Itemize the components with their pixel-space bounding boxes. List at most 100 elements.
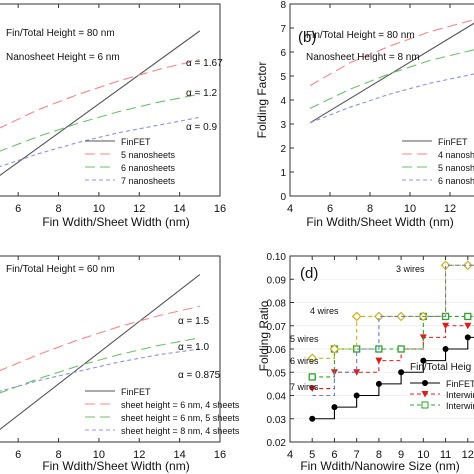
annotation: Nanosheet Height = 6 nm	[6, 52, 120, 63]
data-point	[353, 369, 361, 376]
x-tick-label: 14	[174, 449, 186, 461]
x-tick-label: 9	[398, 449, 404, 461]
x-tick-label: 7	[354, 449, 360, 461]
series-line	[0, 59, 200, 129]
series-line	[309, 22, 474, 124]
series-line	[0, 116, 200, 168]
x-tick-label: 11	[440, 449, 451, 461]
data-point	[462, 260, 473, 271]
data-point	[375, 357, 383, 365]
x-tick-label: 14	[174, 203, 186, 215]
series-line	[0, 337, 200, 394]
data-point	[464, 322, 472, 330]
x-tick-label: 10	[93, 449, 105, 461]
y-tick-label: 0.02	[267, 438, 287, 449]
x-tick-label: 6	[15, 449, 21, 461]
x-tick-label: 16	[214, 203, 226, 215]
data-point	[308, 385, 316, 393]
x-tick-label: 12	[444, 203, 456, 215]
x-axis-label: Fin Wdith/Sheet Width (nm)	[42, 459, 189, 473]
x-tick-label: 8	[376, 449, 382, 461]
y-axis-label: Folding Factor	[255, 62, 269, 139]
annotation: Fin/Total Height = 60 nm	[6, 264, 115, 275]
data-point	[396, 311, 406, 322]
series-line	[0, 93, 200, 152]
annotation: 3 wires	[396, 264, 425, 274]
y-tick-label: 0.09	[267, 275, 287, 286]
y-tick-label: 0.06	[267, 345, 287, 356]
data-point	[442, 322, 450, 330]
data-point	[351, 311, 362, 322]
series-line	[0, 348, 200, 392]
data-point	[308, 373, 316, 381]
data-point	[353, 392, 360, 399]
panel-title: (d)	[300, 265, 318, 282]
legend-label: FinFET	[121, 387, 151, 397]
x-tick-label: 16	[214, 449, 226, 461]
series-group	[0, 274, 201, 430]
series-group	[309, 19, 474, 124]
series-group	[0, 30, 201, 177]
x-tick-label: 5	[309, 449, 315, 461]
legend-label: 6 nanosheets	[121, 163, 176, 173]
annotation: 7 wires	[290, 382, 319, 392]
x-tick-label: 4	[287, 449, 293, 461]
y-tick-label: 3	[280, 120, 286, 131]
y-tick-label: 0	[280, 192, 286, 203]
x-tick-label: 6	[327, 203, 333, 215]
data-point	[464, 334, 471, 341]
x-tick-label: 6	[15, 203, 21, 215]
y-tick-label: 2	[280, 144, 286, 155]
annotation: α = 1.2	[186, 88, 218, 99]
y-tick-label: 0.08	[267, 299, 287, 310]
legend-label: sheet height = 8 nm, 4 sheets	[121, 426, 240, 436]
plot-frame	[0, 3, 221, 197]
x-axis-label: Fin Wdith/Sheet Width (nm)	[42, 215, 189, 229]
annotation: α = 0.9	[186, 122, 218, 133]
x-tick-label: 8	[367, 203, 373, 215]
x-tick-label: 12	[462, 449, 474, 461]
series-line	[309, 19, 474, 87]
panel-title: (b)	[298, 29, 316, 46]
annotation: Fin/Total Height = 80 nm	[306, 30, 415, 41]
y-axis-label: Folding Ratio	[257, 300, 271, 371]
y-tick-label: 4	[280, 96, 286, 107]
annotation: 6 wires	[290, 356, 319, 366]
legend-marker	[421, 391, 429, 398]
y-tick-label: 0.05	[267, 368, 287, 379]
x-tick-label: 8	[55, 203, 61, 215]
data-point	[331, 404, 338, 411]
legend-label: 4 nanosheets	[438, 150, 474, 160]
legend-marker	[422, 380, 428, 386]
annotation: Fin/Total Heig	[410, 362, 471, 373]
legend-label: FinFET	[121, 137, 151, 147]
series-line	[312, 264, 474, 397]
legend-label: 5 nanosheets	[438, 163, 474, 173]
plot-frame	[0, 255, 221, 443]
annotation: Fin/Total Height = 80 nm	[6, 28, 115, 39]
annotation: α = 0.875	[178, 370, 221, 381]
data-point	[442, 346, 449, 352]
x-tick-label: 12	[133, 449, 145, 461]
data-point	[309, 415, 316, 422]
legend-label: 6 nanosheets	[438, 176, 474, 186]
annotation: 4 wires	[310, 306, 339, 316]
data-point	[375, 380, 382, 387]
y-tick-label: 0.07	[267, 322, 287, 333]
legend-label: 7 nanosheets	[121, 176, 176, 186]
y-tick-label: 8	[280, 0, 286, 11]
series-line	[0, 274, 201, 430]
annotation: 5 wires	[290, 334, 319, 344]
data-point	[397, 345, 405, 353]
legend-label: Interwire	[446, 390, 474, 400]
legend-label: FinFET	[446, 379, 474, 389]
annotation: Nanosheet Height = 8 nm	[306, 52, 420, 63]
legend-label: sheet height = 6 nm, 4 sheets	[121, 400, 240, 410]
y-tick-label: 5	[280, 72, 286, 83]
data-point	[329, 344, 340, 354]
x-axis-label: Fin Wdith/Nanowire Size (nm)	[300, 459, 459, 473]
series-line	[309, 73, 474, 124]
x-tick-label: 10	[417, 449, 429, 461]
